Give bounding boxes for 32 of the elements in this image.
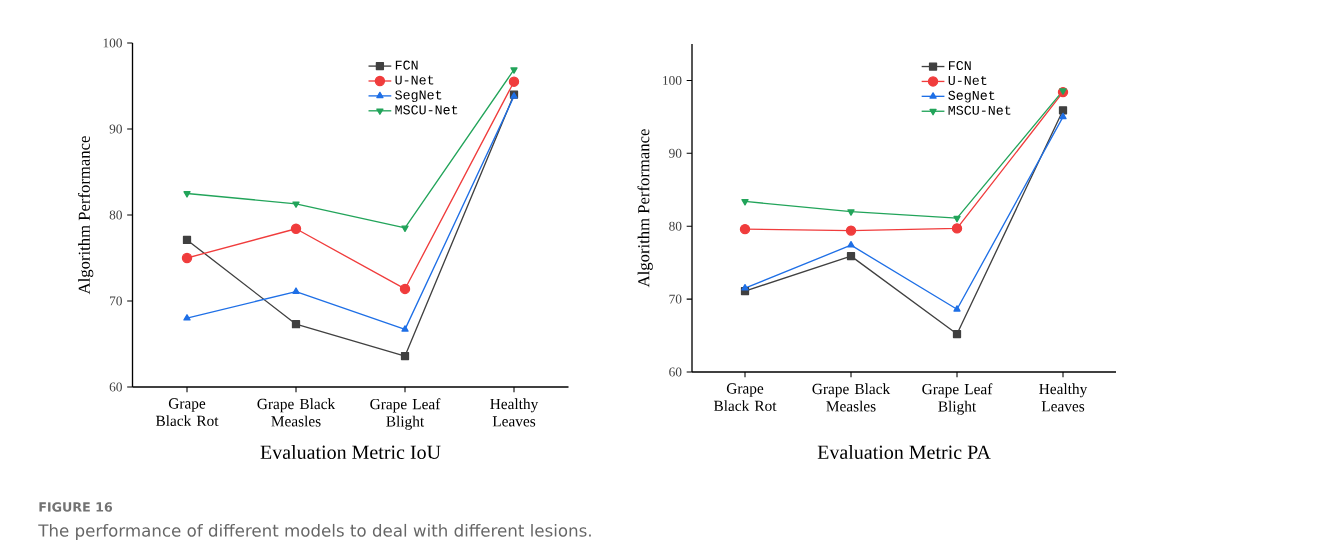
x-tick-label: Grape Leaf Blight: [370, 398, 441, 430]
legend-label: U-Net: [948, 75, 987, 85]
y-tick-label: 70: [110, 296, 122, 306]
y-tick-label: 80: [669, 221, 682, 231]
legend-label: U-Net: [395, 75, 434, 85]
x-tick-label: Grape Leaf Blight: [922, 383, 993, 415]
text: The performance of different models to deal with different lesions.: [38, 523, 591, 541]
x-tick-label: Grape Black Measles: [812, 383, 891, 412]
y-tick-label: 80: [109, 210, 122, 220]
x-tick-label: Grape Black Rot: [155, 398, 219, 426]
y-tick-label: 100: [103, 38, 122, 48]
y-axis-title: Algorithm Performance: [637, 129, 653, 288]
x-tick-label: Grape Black Rot: [713, 383, 777, 411]
legend-label: MSCU-Net: [948, 105, 1011, 115]
y-tick-label: 90: [109, 124, 122, 134]
x-tick-label: Healthy Leaves: [490, 398, 539, 427]
legend-label: SegNet: [395, 90, 442, 103]
x-tick-label: Grape Black Measles: [257, 398, 336, 427]
caption: FIGURE 16: [39, 502, 113, 512]
y-tick-label: 60: [109, 382, 122, 392]
legend-label: MSCU-Net: [395, 105, 458, 115]
y-axis-title: Algorithm Performance: [77, 136, 94, 295]
y-tick-label: 90: [669, 148, 682, 158]
text: Evaluation Metric PA: [817, 444, 991, 460]
y-tick-label: 70: [669, 294, 682, 304]
legend-label: SegNet: [948, 90, 995, 103]
legend-label: FCN: [395, 60, 418, 70]
x-tick-label: Healthy Leaves: [1039, 383, 1088, 412]
y-tick-label: 100: [663, 75, 682, 85]
legend-label: FCN: [949, 61, 971, 71]
y-tick-label: 60: [669, 367, 682, 377]
text: Evaluation Metric IoU: [260, 444, 441, 460]
